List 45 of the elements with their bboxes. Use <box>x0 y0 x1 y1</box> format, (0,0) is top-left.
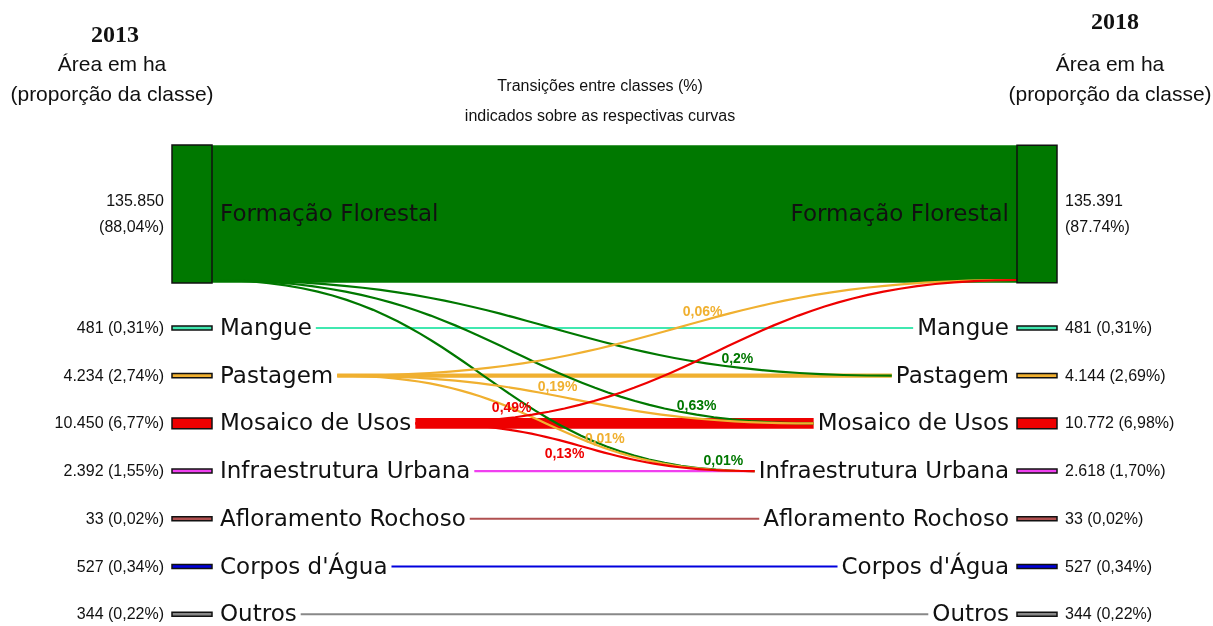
category-label: Mosaico de Usos <box>220 409 412 436</box>
data-label: 4.144 (2,69%) <box>1065 366 1166 384</box>
data-label: 4.234 (2,74%) <box>63 366 164 384</box>
text: Transições entre classes (%) <box>497 77 703 94</box>
category-label: Formação Florestal <box>220 200 439 226</box>
text: 0,01% <box>703 452 744 469</box>
data-label: 10.772 (6,98%) <box>1065 414 1175 432</box>
category-label: Afloramento Rochoso <box>763 504 1009 531</box>
data-label: 527 (0,34%) <box>1065 557 1153 575</box>
data-label: 481 (0,31%) <box>76 319 164 336</box>
text: 0,2% <box>721 349 754 366</box>
text: 0,19% <box>537 377 578 394</box>
data-label: 135.391 (87.74%) <box>1065 192 1130 235</box>
data-label: 481 (0,31%) <box>1065 319 1153 336</box>
data-label: 344 (0,22%) <box>1065 605 1153 623</box>
data-label: 344 (0,22%) <box>76 605 164 623</box>
category-label: Mosaico de Usos <box>817 409 1009 436</box>
text: Área em ha (proporção da classe) <box>10 52 214 105</box>
category-label: Infraestrutura Urbana <box>758 457 1009 484</box>
text: 0,01% <box>584 430 625 447</box>
data-label: 527 (0,34%) <box>76 557 164 575</box>
category-label: Formação Florestal <box>790 200 1009 226</box>
text: 0,13% <box>544 444 585 461</box>
data-label: 33 (0,02%) <box>85 509 164 527</box>
data-label: 33 (0,02%) <box>1065 509 1144 527</box>
category-label: Pastagem <box>895 361 1009 388</box>
data-label: 2.618 (1,70%) <box>1065 462 1166 480</box>
text: 2018 <box>1091 8 1139 34</box>
data-label: 10.450 (6,77%) <box>54 414 164 432</box>
text: Área em ha (proporção da classe) <box>1008 52 1212 105</box>
category-label: Infraestrutura Urbana <box>220 457 471 484</box>
category-label: Outros <box>220 600 297 626</box>
category-label: Pastagem <box>220 361 334 388</box>
text: 2013 <box>91 21 139 47</box>
data-label: 135.850 (88,04%) <box>99 192 165 235</box>
text: 0,63% <box>676 396 717 413</box>
category-label: Mangue <box>917 314 1009 340</box>
category-label: Corpos d'Água <box>220 551 388 579</box>
category-label: Outros <box>932 600 1009 626</box>
category-label: Corpos d'Água <box>841 552 1009 579</box>
category-label: Afloramento Rochoso <box>220 504 466 531</box>
data-label: 2.392 (1,55%) <box>63 462 164 480</box>
text: 0,06% <box>682 302 723 319</box>
text: indicados sobre as respectivas curvas <box>464 107 736 124</box>
category-label: Mangue <box>220 314 312 340</box>
